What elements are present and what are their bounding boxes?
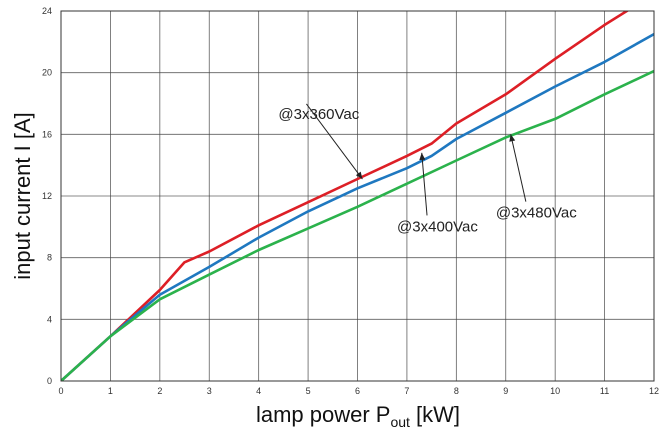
series-line <box>61 69 654 381</box>
y-axis-label: input current I [A] <box>10 112 35 280</box>
series-line <box>61 11 630 381</box>
x-tick-label: 11 <box>600 386 609 396</box>
x-tick-label: 10 <box>550 386 560 396</box>
y-tick-label: 20 <box>42 68 52 78</box>
x-tick-label: 1 <box>108 386 113 396</box>
annotation-arrow <box>306 103 363 180</box>
annotation-arrowhead <box>355 171 363 179</box>
y-tick-label: 12 <box>42 191 52 201</box>
series-lines <box>61 11 654 381</box>
x-tick-label: 8 <box>454 386 459 396</box>
x-tick-label: 0 <box>58 386 63 396</box>
x-tick-label: 12 <box>649 386 659 396</box>
x-tick-label: 4 <box>256 386 261 396</box>
x-axis-label-main: lamp power P <box>256 402 391 427</box>
annotation-label: @3x400Vac <box>397 218 478 235</box>
x-axis-label-sub: out <box>390 414 410 430</box>
x-tick-label: 7 <box>404 386 409 396</box>
annotation-arrowhead <box>419 152 426 161</box>
series-line <box>61 32 654 381</box>
y-tick-label: 4 <box>47 314 52 324</box>
y-tick-label: 16 <box>42 129 52 139</box>
x-tick-label: 3 <box>207 386 212 396</box>
annotation-arrow <box>510 134 527 202</box>
annotation-label: @3x480Vac <box>496 205 577 222</box>
plot-frame <box>60 10 655 382</box>
grid <box>60 10 655 382</box>
x-tick-label: 5 <box>306 386 311 396</box>
annotation-arrow <box>421 152 428 216</box>
x-tick-label: 6 <box>355 386 360 396</box>
y-tick-label: 0 <box>47 376 52 386</box>
annotation-arrowhead <box>509 134 516 142</box>
annotations: @3x360Vac @3x400Vac @3x480Vac <box>278 103 577 235</box>
y-tick-label: 24 <box>42 6 52 16</box>
x-tick-label: 9 <box>503 386 508 396</box>
x-tick-label: 2 <box>157 386 162 396</box>
annotation-label: @3x360Vac <box>278 106 359 123</box>
x-axis-label-unit: [kW] <box>410 402 460 427</box>
x-axis-label: lamp power Pout [kW] <box>256 402 460 430</box>
y-tick-label: 8 <box>47 253 52 263</box>
